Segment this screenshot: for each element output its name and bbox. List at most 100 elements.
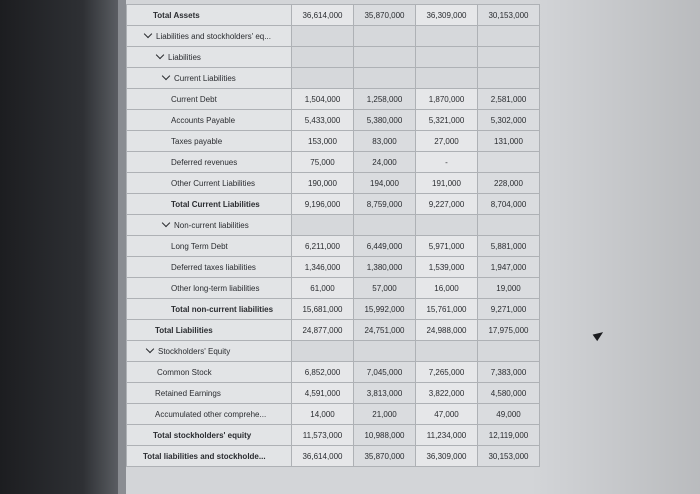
value-cell[interactable]: 24,751,000 xyxy=(353,319,416,341)
row-label: Total Current Liabilities xyxy=(171,199,260,209)
value-cell[interactable]: 36,309,000 xyxy=(415,445,478,467)
value-cell[interactable]: 36,614,000 xyxy=(291,4,354,26)
table-row: Total Current Liabilities 9,196,000 8,75… xyxy=(126,193,540,215)
row-label: Non-current liabilities xyxy=(174,220,249,230)
value-cell[interactable]: 35,870,000 xyxy=(353,4,416,26)
value-cell[interactable]: 15,681,000 xyxy=(291,298,354,320)
value-cell[interactable]: 1,870,000 xyxy=(415,88,478,110)
value-cell[interactable]: 191,000 xyxy=(415,172,478,194)
group-toggle[interactable]: Liabilities xyxy=(128,50,201,62)
value-cell[interactable]: 1,539,000 xyxy=(415,256,478,278)
value-cell[interactable]: 5,971,000 xyxy=(415,235,478,257)
row-label-cell[interactable]: Liabilities xyxy=(126,46,292,68)
value-cell[interactable]: 5,321,000 xyxy=(415,109,478,131)
value-cell[interactable]: 1,947,000 xyxy=(477,256,540,278)
value-cell[interactable]: 3,822,000 xyxy=(415,382,478,404)
row-label-cell[interactable]: Current Liabilities xyxy=(126,67,292,89)
value-cell[interactable]: 1,346,000 xyxy=(291,256,354,278)
value-cell[interactable]: 1,258,000 xyxy=(353,88,416,110)
value-cell[interactable]: 1,504,000 xyxy=(291,88,354,110)
value-cell[interactable]: 7,265,000 xyxy=(415,361,478,383)
value-cell[interactable]: 24,988,000 xyxy=(415,319,478,341)
table-row: Deferred taxes liabilities 1,346,000 1,3… xyxy=(126,256,540,278)
group-toggle[interactable]: Stockholders' Equity xyxy=(128,344,230,356)
value-cell[interactable]: 7,383,000 xyxy=(477,361,540,383)
value-cell[interactable]: 11,573,000 xyxy=(291,424,354,446)
value-cell[interactable]: 24,000 xyxy=(353,151,416,173)
chevron-down-icon[interactable] xyxy=(145,344,155,353)
row-label-cell: Total Liabilities xyxy=(126,319,292,341)
value-cell[interactable]: 5,433,000 xyxy=(291,109,354,131)
row-label: Total stockholders' equity xyxy=(153,430,252,440)
value-cell[interactable]: 16,000 xyxy=(415,277,478,299)
value-cell[interactable]: 57,000 xyxy=(353,277,416,299)
table-row[interactable]: Current Liabilities xyxy=(126,67,540,89)
value-cell[interactable]: 12,119,000 xyxy=(477,424,540,446)
value-cell[interactable]: 61,000 xyxy=(291,277,354,299)
chevron-down-icon[interactable] xyxy=(161,71,171,80)
group-toggle[interactable]: Current Liabilities xyxy=(128,71,236,83)
value-cell[interactable]: 4,580,000 xyxy=(477,382,540,404)
value-cell[interactable]: 5,380,000 xyxy=(353,109,416,131)
value-cell[interactable]: 30,153,000 xyxy=(477,445,540,467)
value-cell[interactable]: 15,992,000 xyxy=(353,298,416,320)
value-cell[interactable]: 30,153,000 xyxy=(477,4,540,26)
balance-sheet-table: Total Assets 36,614,000 35,870,000 36,30… xyxy=(126,4,540,467)
value-cell[interactable]: 6,852,000 xyxy=(291,361,354,383)
value-cell[interactable]: 190,000 xyxy=(291,172,354,194)
value-cell[interactable]: 9,227,000 xyxy=(415,193,478,215)
value-cell[interactable]: 36,309,000 xyxy=(415,4,478,26)
group-toggle[interactable]: Non-current liabilities xyxy=(128,218,249,230)
value-cell[interactable]: 75,000 xyxy=(291,151,354,173)
table-row[interactable]: Liabilities xyxy=(126,46,540,68)
value-cell[interactable]: 9,271,000 xyxy=(477,298,540,320)
value-cell[interactable]: - xyxy=(415,151,478,173)
value-cell[interactable]: 228,000 xyxy=(477,172,540,194)
value-cell[interactable]: 1,380,000 xyxy=(353,256,416,278)
value-cell[interactable]: 24,877,000 xyxy=(291,319,354,341)
value-cell[interactable]: 21,000 xyxy=(353,403,416,425)
row-label-cell: Common Stock xyxy=(126,361,292,383)
value-cell[interactable]: 4,591,000 xyxy=(291,382,354,404)
value-cell[interactable]: 194,000 xyxy=(353,172,416,194)
value-cell[interactable]: 35,870,000 xyxy=(353,445,416,467)
value-cell[interactable]: 11,234,000 xyxy=(415,424,478,446)
group-toggle[interactable]: Liabilities and stockholders' eq... xyxy=(128,29,271,41)
value-cell[interactable]: 7,045,000 xyxy=(353,361,416,383)
table-row[interactable]: Liabilities and stockholders' eq... xyxy=(126,25,540,47)
value-cell[interactable]: 131,000 xyxy=(477,130,540,152)
value-cell[interactable]: 8,759,000 xyxy=(353,193,416,215)
value-cell[interactable]: 27,000 xyxy=(415,130,478,152)
value-cell[interactable]: 3,813,000 xyxy=(353,382,416,404)
value-cell[interactable]: 49,000 xyxy=(477,403,540,425)
value-cell[interactable]: 2,581,000 xyxy=(477,88,540,110)
value-cell[interactable]: 5,302,000 xyxy=(477,109,540,131)
value-cell[interactable]: 6,449,000 xyxy=(353,235,416,257)
value-cell[interactable]: 9,196,000 xyxy=(291,193,354,215)
value-cell[interactable]: 10,988,000 xyxy=(353,424,416,446)
table-row[interactable]: Non-current liabilities xyxy=(126,214,540,236)
value-cell[interactable]: 8,704,000 xyxy=(477,193,540,215)
value-cell[interactable]: 36,614,000 xyxy=(291,445,354,467)
value-cell[interactable]: 14,000 xyxy=(291,403,354,425)
chevron-down-icon[interactable] xyxy=(161,218,171,227)
value-cell[interactable]: 83,000 xyxy=(353,130,416,152)
table-row[interactable]: Stockholders' Equity xyxy=(126,340,540,362)
chevron-down-icon[interactable] xyxy=(155,50,165,59)
row-label-cell[interactable]: Non-current liabilities xyxy=(126,214,292,236)
value-cell[interactable]: 47,000 xyxy=(415,403,478,425)
table-row: Total non-current liabilities 15,681,000… xyxy=(126,298,540,320)
chevron-down-icon[interactable] xyxy=(143,29,153,38)
value-cell[interactable]: 15,761,000 xyxy=(415,298,478,320)
row-label: Common Stock xyxy=(157,367,212,377)
value-cell[interactable] xyxy=(477,151,540,173)
value-cell xyxy=(477,46,540,68)
value-cell[interactable]: 17,975,000 xyxy=(477,319,540,341)
value-cell[interactable]: 19,000 xyxy=(477,277,540,299)
row-label: Accounts Payable xyxy=(171,115,236,125)
row-label-cell[interactable]: Stockholders' Equity xyxy=(126,340,292,362)
value-cell[interactable]: 6,211,000 xyxy=(291,235,354,257)
value-cell[interactable]: 5,881,000 xyxy=(477,235,540,257)
value-cell[interactable]: 153,000 xyxy=(291,130,354,152)
row-label-cell[interactable]: Liabilities and stockholders' eq... xyxy=(126,25,292,47)
